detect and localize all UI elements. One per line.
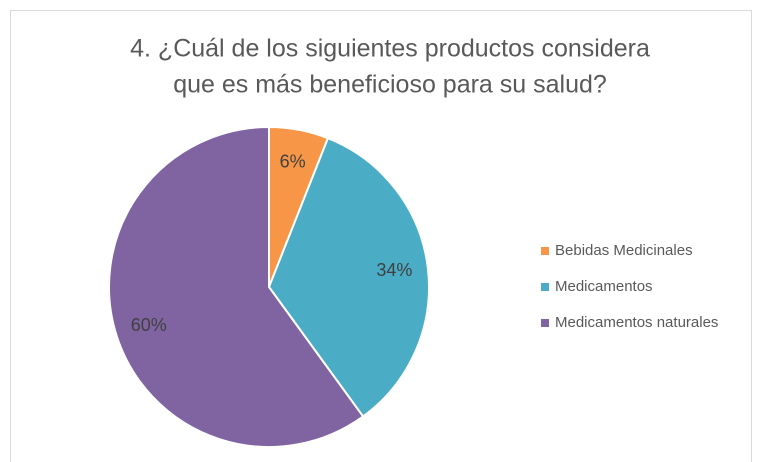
pie-slice [267, 136, 430, 418]
legend-label: Bebidas Medicinales [555, 242, 693, 259]
legend-label: Medicamentos [555, 278, 653, 295]
data-label: 34% [376, 260, 412, 280]
chart-title: 4. ¿Cuál de los siguientes productos con… [130, 35, 650, 63]
chart-title: que es más beneficioso para su salud? [173, 71, 607, 99]
legend-swatch [541, 319, 549, 327]
data-label: 6% [280, 152, 306, 172]
data-label: 60% [131, 315, 167, 335]
legend-label: Medicamentos naturales [555, 314, 718, 331]
legend-swatch [541, 247, 549, 255]
legend-swatch [541, 283, 549, 291]
pie-slice [108, 125, 365, 448]
